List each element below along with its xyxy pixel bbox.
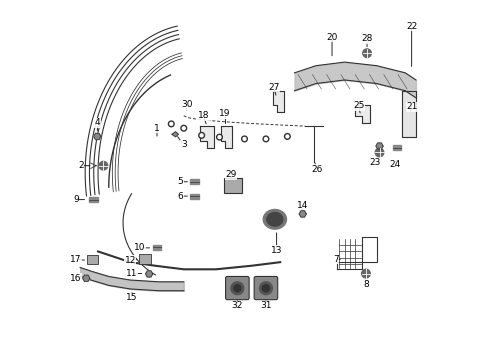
Circle shape [285, 135, 288, 138]
Circle shape [216, 134, 222, 140]
Circle shape [362, 49, 370, 58]
Circle shape [99, 161, 107, 170]
Text: 13: 13 [270, 246, 282, 255]
Polygon shape [401, 91, 415, 137]
Text: 9: 9 [73, 195, 79, 204]
Ellipse shape [263, 210, 286, 229]
Polygon shape [221, 126, 231, 148]
Text: 25: 25 [352, 101, 364, 110]
Bar [190, 179, 198, 184]
Text: 32: 32 [231, 301, 243, 310]
Text: 22: 22 [405, 22, 416, 31]
Polygon shape [375, 143, 382, 149]
Circle shape [243, 138, 245, 140]
Polygon shape [145, 271, 152, 277]
Polygon shape [200, 126, 214, 148]
Circle shape [233, 285, 241, 292]
Text: 4: 4 [94, 118, 100, 127]
Text: 11: 11 [126, 269, 138, 278]
Text: 6: 6 [177, 192, 183, 201]
Ellipse shape [266, 212, 283, 226]
Text: 16: 16 [70, 274, 81, 283]
Text: 7: 7 [332, 255, 338, 264]
Polygon shape [354, 105, 369, 123]
Text: 17: 17 [70, 255, 81, 264]
Circle shape [361, 269, 369, 278]
Text: 18: 18 [197, 111, 209, 120]
FancyBboxPatch shape [224, 178, 241, 193]
Circle shape [181, 125, 186, 131]
Circle shape [241, 136, 247, 142]
Text: 3: 3 [181, 140, 186, 149]
Circle shape [169, 122, 172, 125]
Text: 23: 23 [369, 158, 380, 167]
Circle shape [263, 136, 268, 142]
Text: 15: 15 [126, 293, 138, 302]
Text: 31: 31 [260, 301, 271, 310]
Circle shape [374, 148, 383, 157]
Circle shape [230, 282, 244, 295]
Text: 29: 29 [225, 170, 236, 179]
Polygon shape [94, 133, 101, 140]
Polygon shape [272, 91, 283, 112]
Text: 12: 12 [124, 256, 136, 265]
Text: 24: 24 [388, 160, 399, 169]
Bar [190, 194, 198, 199]
Circle shape [200, 134, 203, 137]
Text: 5: 5 [177, 177, 183, 186]
Circle shape [259, 282, 272, 295]
Text: 19: 19 [219, 109, 230, 118]
Bar [152, 244, 161, 250]
Circle shape [198, 132, 204, 138]
Text: 21: 21 [405, 102, 417, 111]
Text: 1: 1 [154, 124, 160, 133]
Circle shape [182, 127, 185, 130]
Text: 10: 10 [134, 243, 145, 252]
Polygon shape [299, 211, 305, 217]
Circle shape [262, 285, 269, 292]
Text: 20: 20 [325, 33, 337, 42]
Circle shape [168, 121, 174, 127]
Text: 28: 28 [361, 35, 372, 44]
Text: 30: 30 [181, 100, 192, 109]
Text: 8: 8 [362, 280, 368, 289]
Text: 26: 26 [311, 165, 322, 174]
Text: 27: 27 [267, 83, 279, 92]
FancyBboxPatch shape [139, 254, 150, 264]
Circle shape [264, 138, 267, 140]
Text: 14: 14 [296, 201, 308, 210]
Polygon shape [172, 132, 178, 137]
FancyBboxPatch shape [254, 276, 277, 300]
Bar [89, 197, 98, 202]
Bar [392, 145, 401, 150]
Text: 2: 2 [78, 161, 83, 170]
Circle shape [218, 136, 221, 139]
FancyBboxPatch shape [87, 255, 98, 264]
Circle shape [284, 134, 290, 139]
Polygon shape [82, 275, 90, 281]
FancyBboxPatch shape [225, 276, 248, 300]
